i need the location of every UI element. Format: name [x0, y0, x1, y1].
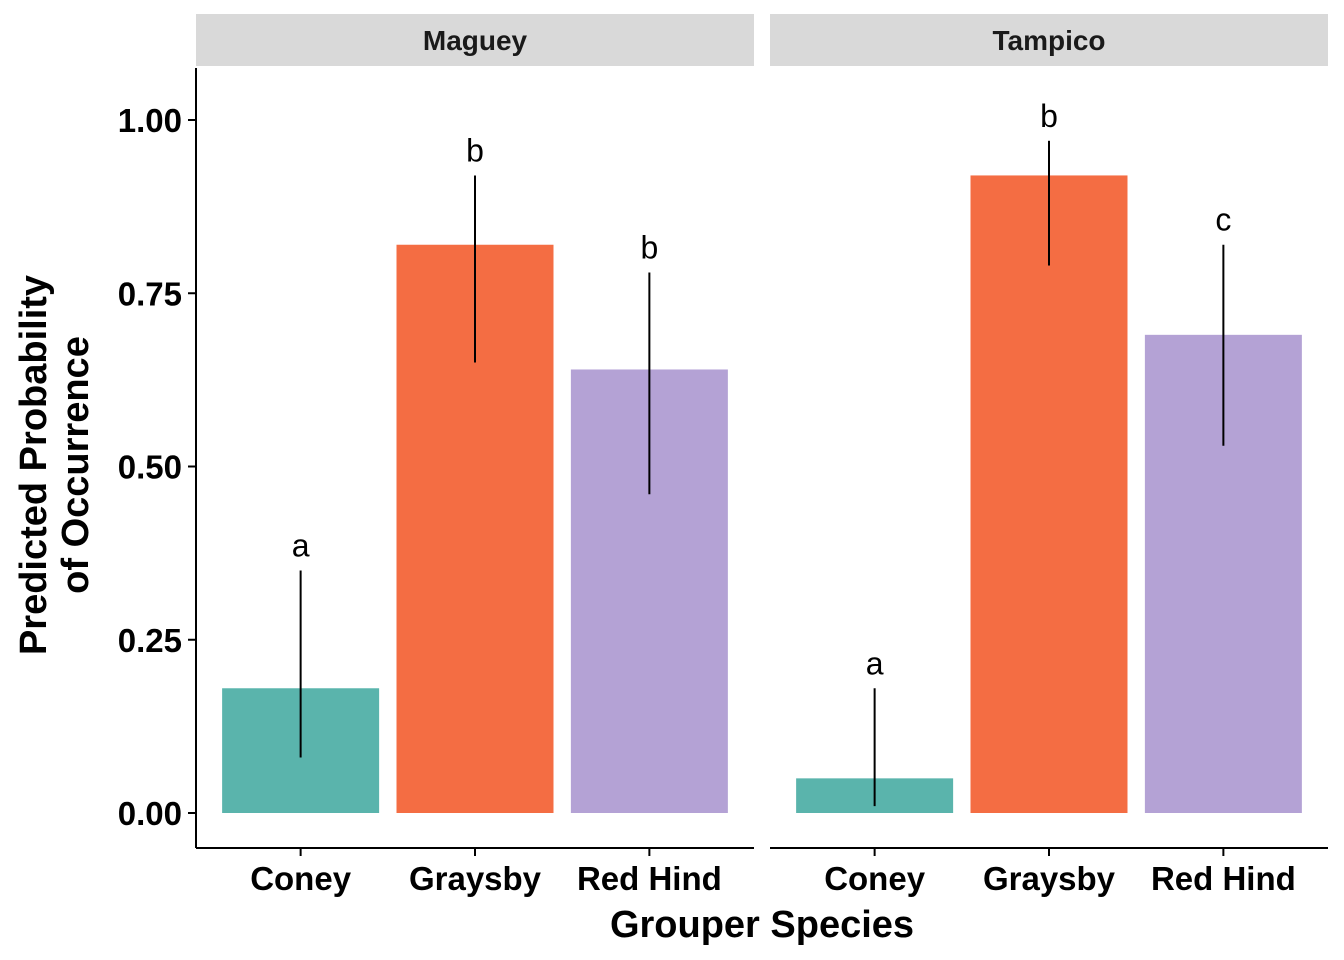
- x-tick-label: Coney: [250, 860, 352, 897]
- x-tick-label: Graysby: [983, 860, 1116, 897]
- significance-label: b: [466, 132, 484, 168]
- significance-label: b: [1040, 98, 1058, 134]
- y-axis-title-line: of Occurrence: [55, 336, 97, 594]
- facet-strip: [770, 14, 1328, 66]
- x-axis-title: Grouper Species: [610, 904, 914, 946]
- facet-strip-label: Tampico: [992, 25, 1105, 56]
- y-axis-title-line: Predicted Probability: [13, 275, 55, 655]
- y-axis-title: Predicted Probabilityof Occurrence: [13, 275, 97, 655]
- y-tick-label: 0.50: [118, 449, 182, 486]
- x-tick-label: Red Hind: [1151, 860, 1296, 897]
- x-tick-label: Coney: [824, 860, 926, 897]
- y-tick-label: 0.00: [118, 795, 182, 832]
- facet-strip-label: Maguey: [423, 25, 528, 56]
- facet-strip: [196, 14, 754, 66]
- y-tick-label: 0.75: [118, 275, 182, 312]
- y-tick-label: 1.00: [118, 102, 182, 139]
- x-tick-label: Graysby: [409, 860, 542, 897]
- y-tick-label: 0.25: [118, 622, 182, 659]
- significance-label: c: [1215, 202, 1231, 238]
- significance-label: a: [292, 527, 310, 563]
- significance-label: a: [866, 645, 884, 681]
- x-tick-label: Red Hind: [577, 860, 722, 897]
- significance-label: b: [640, 229, 658, 265]
- bar: [970, 175, 1128, 813]
